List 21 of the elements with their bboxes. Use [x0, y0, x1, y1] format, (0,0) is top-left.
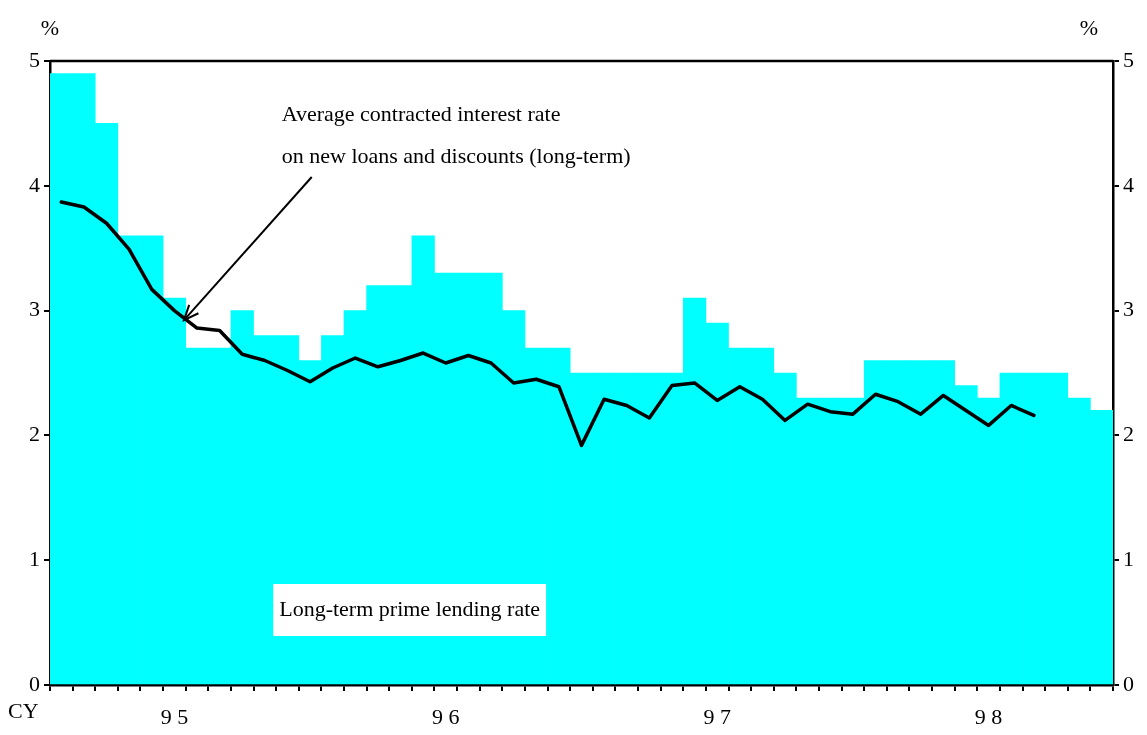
x-axis-title: CY [8, 697, 39, 723]
y-tick-label: 0 [29, 670, 40, 696]
y2-tick-label: 5 [1123, 46, 1134, 72]
y2-tick-label: 2 [1123, 421, 1134, 447]
text: Average contracted interest rate on new loans and discounts (long-term) [281, 100, 631, 168]
y2-axis-title: % [1079, 14, 1099, 40]
x-tick-label: 9 5 [160, 703, 189, 729]
y-tick-label: 5 [29, 46, 40, 72]
x-tick-label: 9 6 [432, 703, 460, 729]
y-tick-label: 3 [29, 296, 40, 322]
y-tick-label: 1 [29, 545, 40, 571]
y2-tick-label: 4 [1123, 171, 1134, 197]
y-axis-title: % [40, 14, 60, 40]
y-tick-label: 4 [29, 171, 40, 197]
y2-tick-label: 3 [1123, 296, 1134, 322]
x-tick-label: 9 7 [703, 703, 731, 729]
x-tick-label: 9 8 [974, 703, 1003, 729]
series-label: Long-term prime lending rate [279, 595, 541, 621]
y-tick-label: 2 [29, 421, 40, 447]
y2-tick-label: 1 [1123, 545, 1134, 571]
y2-tick-label: 0 [1123, 670, 1134, 696]
